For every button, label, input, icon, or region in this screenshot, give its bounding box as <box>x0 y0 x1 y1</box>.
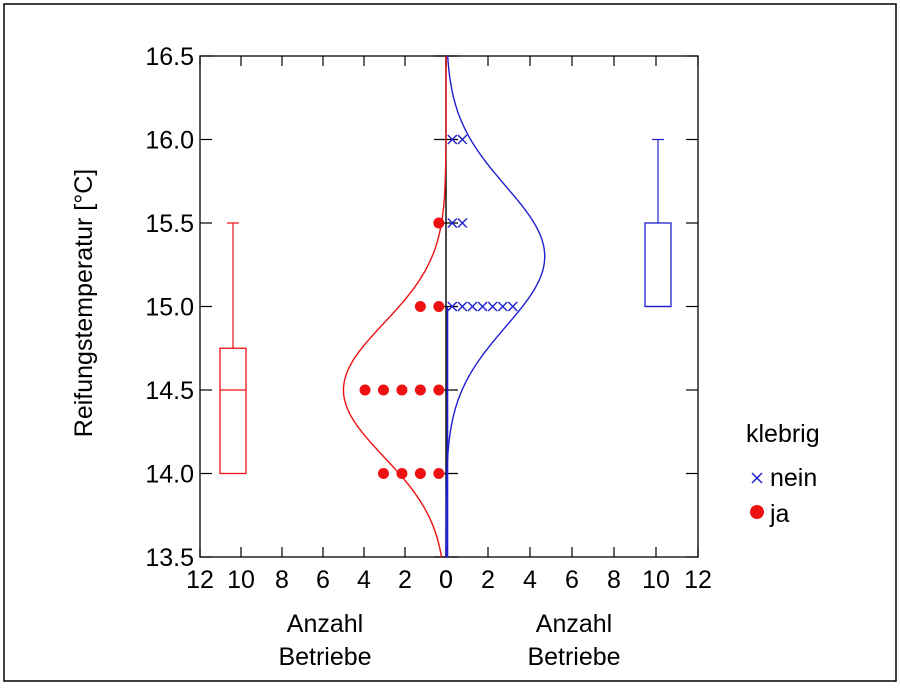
data-point-ja <box>433 217 445 229</box>
x-axis-label-right: Betriebe <box>527 643 620 671</box>
x-axis-label-right: Anzahl <box>536 610 612 638</box>
plot-layer: 13.514.014.515.015.516.016.512 10 8 6 4 2 00 2 4… <box>145 43 819 671</box>
x-tick-label-left: 4 <box>357 566 371 594</box>
y-tick-label: 14.0 <box>145 461 194 489</box>
x-tick-label-right: 12 <box>684 566 712 594</box>
y-tick-label: 13.5 <box>145 544 194 572</box>
x-tick-label-left: 2 <box>398 566 412 594</box>
x-axis-label-left: Anzahl <box>287 610 363 638</box>
data-point-ja <box>433 301 445 312</box>
legend-title: klebrig <box>746 420 820 448</box>
data-point-nein <box>507 301 518 312</box>
x-tick-label-left: 8 <box>275 566 289 594</box>
data-point-ja <box>414 384 426 396</box>
y-tick-label: 16.0 <box>145 127 194 155</box>
legend-label: ja <box>769 500 790 528</box>
x-tick-label-right: 2 <box>481 566 495 594</box>
data-point-ja <box>414 468 426 479</box>
data-point-ja <box>396 384 408 396</box>
data-point-nein <box>457 218 468 228</box>
data-point-ja <box>414 301 426 312</box>
data-point-nein <box>447 301 458 312</box>
data-point-nein <box>477 301 488 312</box>
data-point-nein <box>457 134 468 145</box>
x-axis-label-left: Betriebe <box>278 643 371 671</box>
data-point-nein <box>447 134 458 145</box>
boxplot-ja-box <box>219 347 247 475</box>
x-tick-label-right: 10 <box>642 566 670 594</box>
data-point-nein <box>457 301 468 312</box>
data-point-nein <box>487 301 498 312</box>
legend-label: nein <box>770 464 817 492</box>
data-point-ja <box>433 468 445 479</box>
data-point-ja <box>359 384 371 396</box>
figure-frame <box>3 3 897 682</box>
density-curve-nein <box>445 55 546 557</box>
data-point-ja <box>396 468 408 479</box>
x-tick-label-right: 8 <box>607 566 621 594</box>
x-tick-label-right: 0 <box>439 566 453 594</box>
y-tick-label: 16.5 <box>145 43 194 71</box>
y-axis-label: Reifungstemperatur [°C] <box>70 169 98 437</box>
y-tick-label: 14.5 <box>145 377 194 405</box>
x-tick-label-left: 10 <box>227 566 255 594</box>
x-tick-label-left: 12 <box>186 566 214 594</box>
data-point-nein <box>497 301 508 312</box>
y-tick-label: 15.5 <box>145 210 194 238</box>
data-point-ja <box>377 384 389 396</box>
legend-marker-nein <box>751 472 763 484</box>
x-tick-label-left: 6 <box>316 566 330 594</box>
legend-marker-ja <box>750 505 764 519</box>
data-point-nein <box>447 218 458 228</box>
data-point-nein <box>467 301 478 312</box>
x-tick-label-right: 6 <box>565 566 579 594</box>
data-point-ja <box>433 384 445 396</box>
x-tick-label-left: 0 <box>439 566 453 594</box>
x-tick-label-right: 4 <box>523 566 537 594</box>
y-tick-label: 15.0 <box>145 294 194 322</box>
data-point-ja <box>377 468 389 479</box>
